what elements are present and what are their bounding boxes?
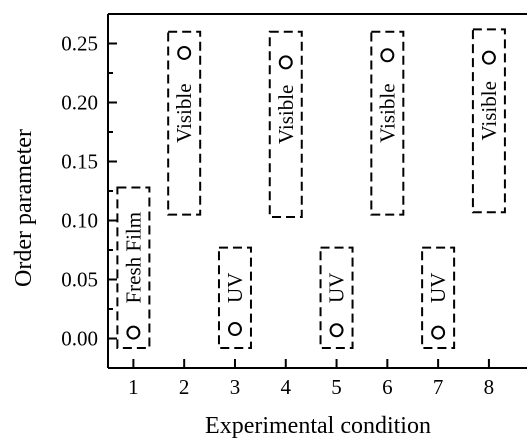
annotation-label: Visible	[172, 83, 196, 142]
annotation-label: UV	[426, 273, 450, 303]
annotation-box	[370, 30, 405, 216]
annotation-box	[319, 246, 354, 349]
annotation-label: Fresh Film	[121, 212, 145, 304]
annotation-box	[471, 28, 506, 214]
annotation-box	[421, 246, 456, 349]
data-point	[278, 55, 293, 70]
data-point	[126, 325, 141, 340]
annotation-label: Visible	[477, 81, 501, 140]
y-tick-label: 0.20	[61, 91, 98, 115]
data-point	[227, 322, 242, 337]
annotation-box	[116, 186, 151, 349]
annotation-label: Visible	[274, 85, 298, 144]
y-tick-label: 0.25	[61, 32, 98, 56]
annotation-box	[268, 30, 303, 218]
plot-frame	[107, 13, 527, 369]
data-point	[380, 48, 395, 63]
annotation-label: Visible	[375, 83, 399, 142]
data-point	[431, 325, 446, 340]
x-tick-label: 7	[433, 375, 444, 399]
annotation-box	[217, 246, 252, 349]
annotation-label: UV	[325, 273, 349, 303]
data-point	[481, 50, 496, 65]
y-tick-label: 0.10	[61, 209, 98, 233]
x-tick-label: 6	[382, 375, 393, 399]
x-tick-label: 8	[484, 375, 495, 399]
data-point	[177, 45, 192, 60]
x-tick-label: 1	[128, 375, 139, 399]
data-points	[126, 45, 496, 340]
x-tick-label: 5	[331, 375, 342, 399]
y-tick-label: 0.05	[61, 268, 98, 292]
x-tick-label: 2	[179, 375, 190, 399]
annotation-label: UV	[223, 273, 247, 303]
x-axis-title: Experimental condition	[205, 413, 431, 439]
x-tick-label: 4	[281, 375, 292, 399]
y-tick-label: 0.00	[61, 327, 98, 351]
y-axis-title: Order parameter	[11, 129, 37, 287]
y-axis-ticks: 0.00 0.05 0.10 0.15 0.20 0.25	[61, 32, 117, 351]
y-tick-label: 0.15	[61, 150, 98, 174]
x-axis-ticks: 1 2 3 4 5 6 7 8	[128, 359, 494, 399]
annotation-box	[167, 30, 202, 216]
data-point	[329, 323, 344, 338]
annotation-boxes: Fresh Film Visible UV Visible UV Visible UV Vis…	[116, 28, 506, 349]
x-tick-label: 3	[230, 375, 241, 399]
